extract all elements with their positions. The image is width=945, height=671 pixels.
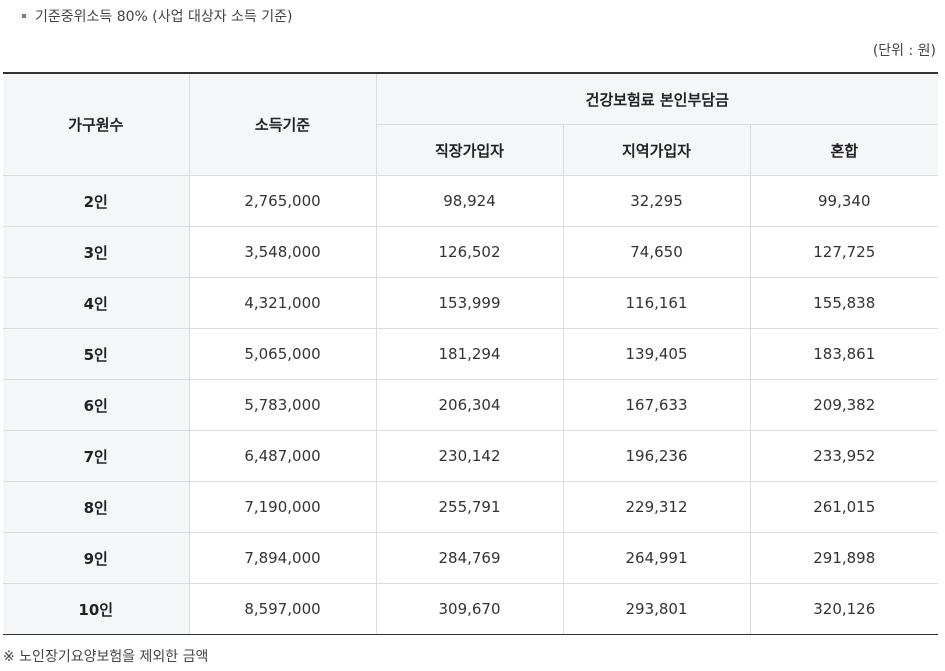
household-cell: 9인 — [3, 532, 190, 584]
income-cell: 5,065,000 — [189, 328, 377, 380]
table-row: 4인 4,321,000 153,999 116,161 155,838 — [3, 277, 939, 329]
household-cell: 3인 — [3, 226, 190, 278]
table-row: 2인 2,765,000 98,924 32,295 99,340 — [3, 175, 939, 227]
mixed-cell: 155,838 — [750, 277, 939, 329]
mixed-cell: 291,898 — [750, 532, 939, 584]
header-household: 가구원수 — [3, 72, 190, 176]
regional-cell: 196,236 — [563, 430, 751, 482]
header-regional: 지역가입자 — [563, 124, 751, 176]
bullet-icon — [22, 14, 26, 18]
criteria-note: 기준중위소득 80% (사업 대상자 소득 기준) — [22, 6, 293, 26]
mixed-cell: 99,340 — [750, 175, 939, 227]
mixed-cell: 320,126 — [750, 583, 939, 635]
household-cell: 10인 — [3, 583, 190, 635]
income-cell: 3,548,000 — [189, 226, 377, 278]
regional-cell: 264,991 — [563, 532, 751, 584]
employee-cell: 181,294 — [376, 328, 564, 380]
income-cell: 5,783,000 — [189, 379, 377, 431]
table-row: 10인 8,597,000 309,670 293,801 320,126 — [3, 583, 939, 635]
regional-cell: 32,295 — [563, 175, 751, 227]
income-cell: 4,321,000 — [189, 277, 377, 329]
household-cell: 5인 — [3, 328, 190, 380]
income-premium-table: 가구원수 소득기준 건강보험료 본인부담금 직장가입자 지역가입자 혼합 2인 … — [3, 72, 939, 635]
header-mixed: 혼합 — [750, 124, 939, 176]
employee-cell: 98,924 — [376, 175, 564, 227]
employee-cell: 153,999 — [376, 277, 564, 329]
income-cell: 6,487,000 — [189, 430, 377, 482]
table-row: 5인 5,065,000 181,294 139,405 183,861 — [3, 328, 939, 380]
income-cell: 7,894,000 — [189, 532, 377, 584]
table-row: 7인 6,487,000 230,142 196,236 233,952 — [3, 430, 939, 482]
header-income: 소득기준 — [189, 72, 377, 176]
household-cell: 2인 — [3, 175, 190, 227]
employee-cell: 309,670 — [376, 583, 564, 635]
employee-cell: 206,304 — [376, 379, 564, 431]
household-cell: 8인 — [3, 481, 190, 533]
employee-cell: 255,791 — [376, 481, 564, 533]
income-cell: 2,765,000 — [189, 175, 377, 227]
mixed-cell: 209,382 — [750, 379, 939, 431]
table-row: 9인 7,894,000 284,769 264,991 291,898 — [3, 532, 939, 584]
regional-cell: 229,312 — [563, 481, 751, 533]
employee-cell: 284,769 — [376, 532, 564, 584]
regional-cell: 74,650 — [563, 226, 751, 278]
footnote: ※ 노인장기요양보험을 제외한 금액 — [3, 649, 209, 665]
regional-cell: 293,801 — [563, 583, 751, 635]
unit-label: (단위 : 원) — [872, 43, 936, 59]
regional-cell: 116,161 — [563, 277, 751, 329]
employee-cell: 126,502 — [376, 226, 564, 278]
table-row: 8인 7,190,000 255,791 229,312 261,015 — [3, 481, 939, 533]
income-cell: 7,190,000 — [189, 481, 377, 533]
table-row: 3인 3,548,000 126,502 74,650 127,725 — [3, 226, 939, 278]
household-cell: 4인 — [3, 277, 190, 329]
regional-cell: 139,405 — [563, 328, 751, 380]
criteria-note-text: 기준중위소득 80% (사업 대상자 소득 기준) — [35, 9, 293, 25]
regional-cell: 167,633 — [563, 379, 751, 431]
table-row: 6인 5,783,000 206,304 167,633 209,382 — [3, 379, 939, 431]
income-cell: 8,597,000 — [189, 583, 377, 635]
mixed-cell: 183,861 — [750, 328, 939, 380]
employee-cell: 230,142 — [376, 430, 564, 482]
mixed-cell: 127,725 — [750, 226, 939, 278]
household-cell: 7인 — [3, 430, 190, 482]
header-employee: 직장가입자 — [376, 124, 564, 176]
household-cell: 6인 — [3, 379, 190, 431]
header-premium-group: 건강보험료 본인부담금 — [376, 72, 939, 125]
mixed-cell: 233,952 — [750, 430, 939, 482]
mixed-cell: 261,015 — [750, 481, 939, 533]
